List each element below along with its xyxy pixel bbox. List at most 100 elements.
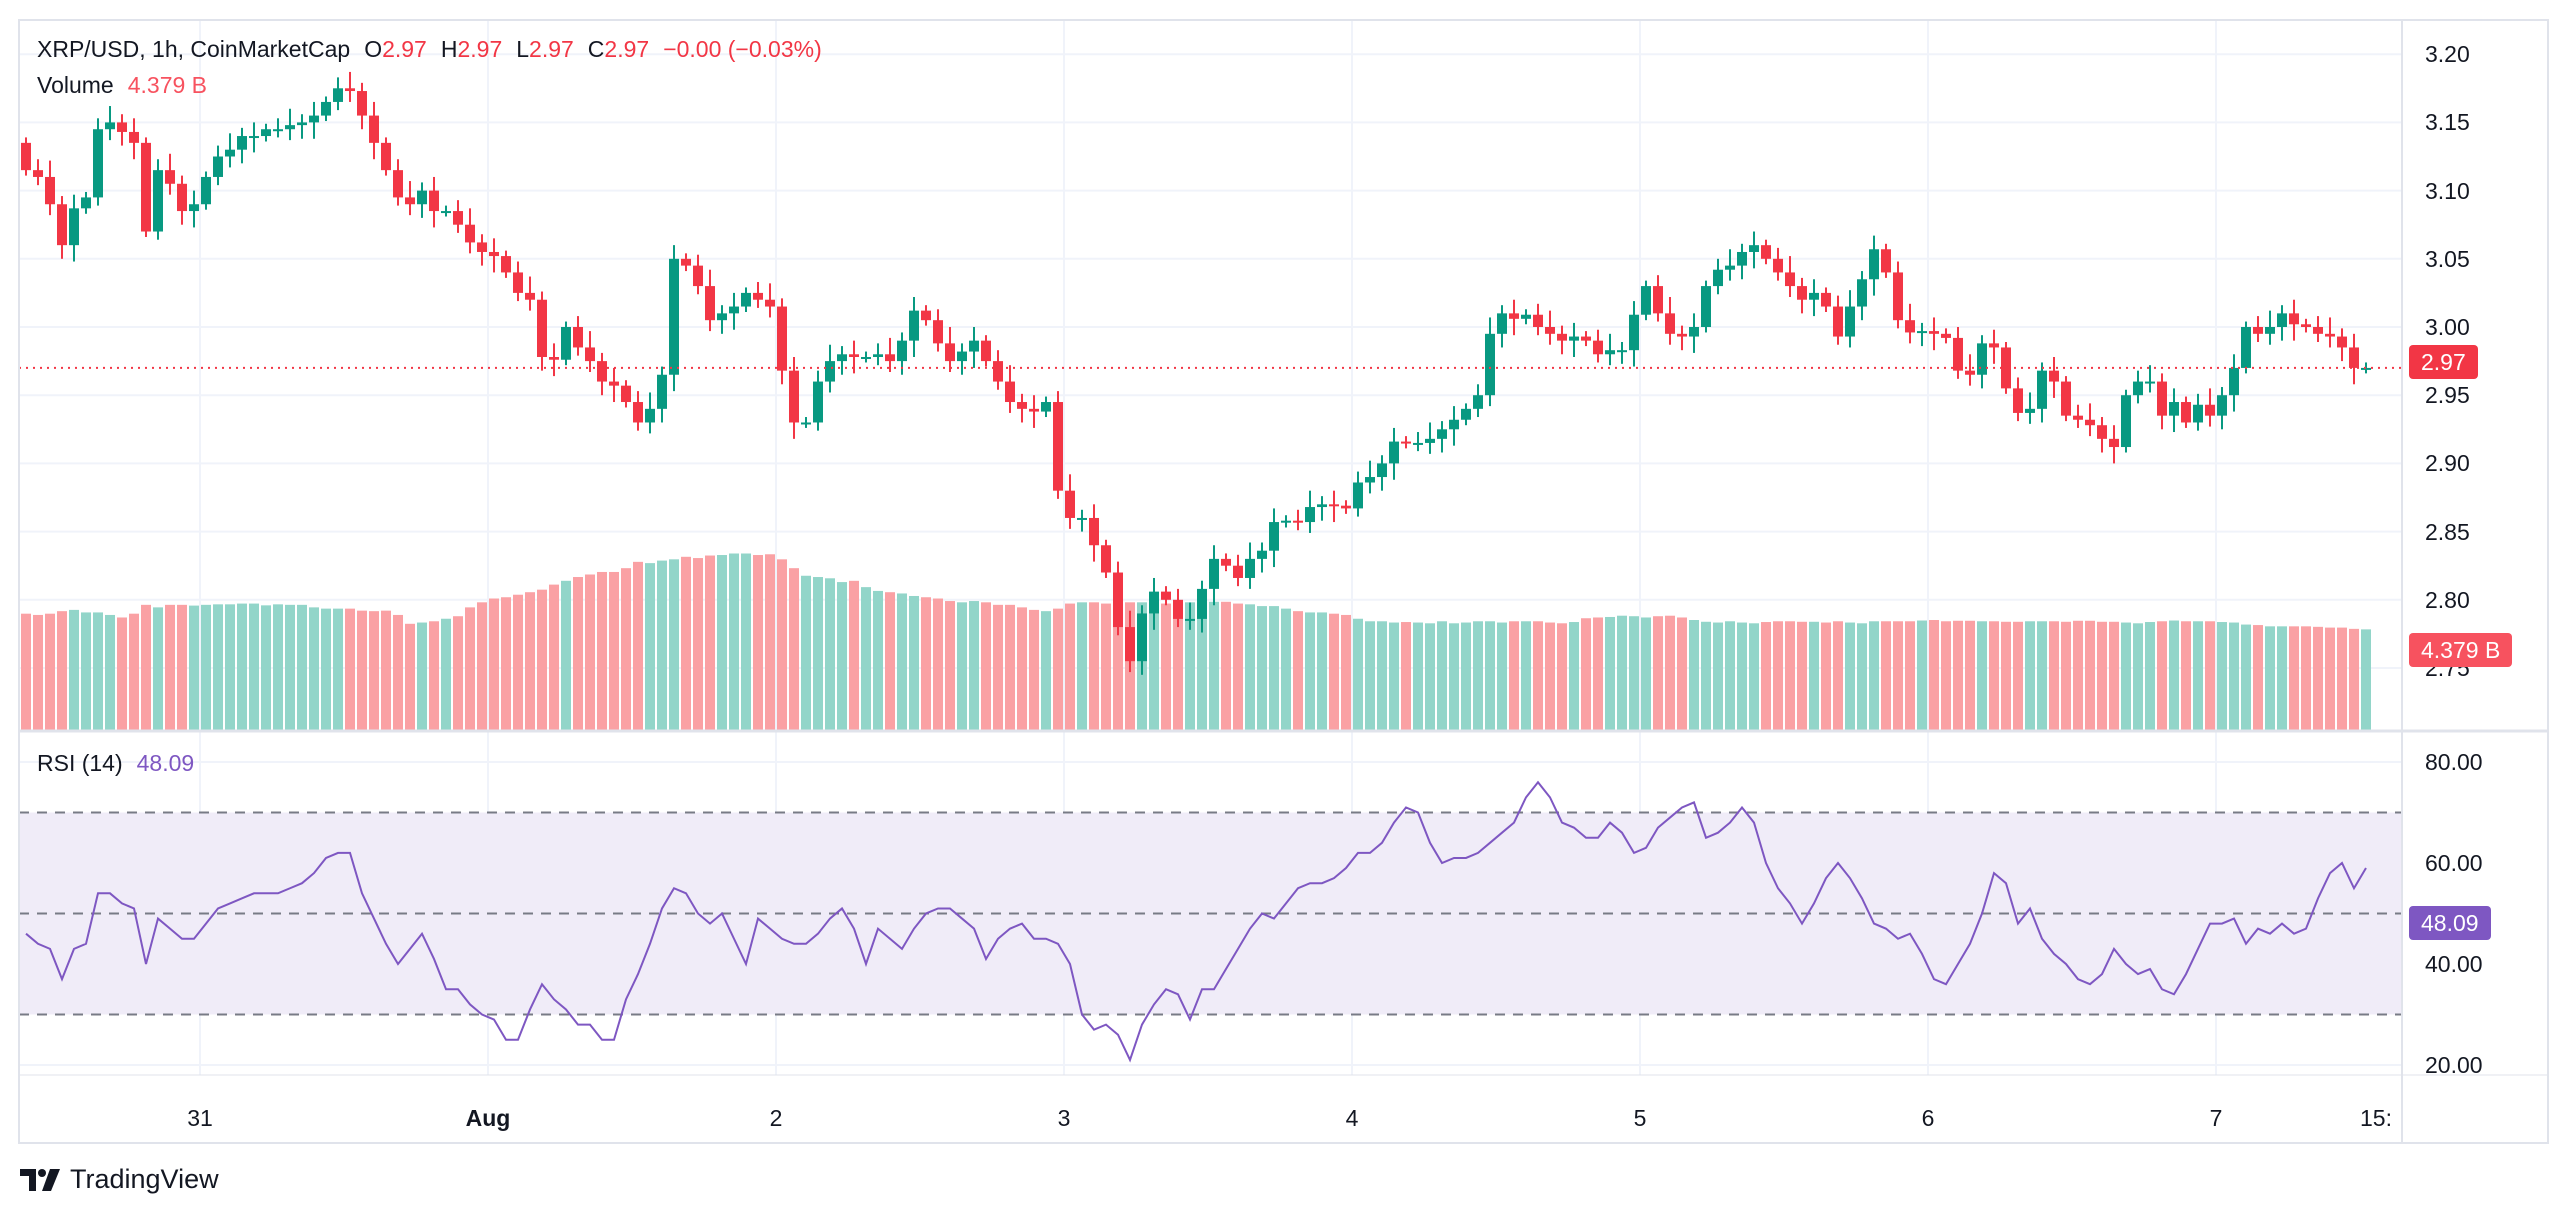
volume-bar <box>1521 621 1531 730</box>
volume-bar <box>705 555 715 730</box>
volume-bar <box>2229 622 2239 730</box>
candle-body <box>525 292 535 300</box>
candle-body <box>237 136 247 150</box>
volume-bar <box>249 603 259 730</box>
rsi-tick-label: 60.00 <box>2425 850 2483 876</box>
volume-bar <box>861 587 871 730</box>
volume-bar <box>1389 622 1399 730</box>
volume-bar <box>2205 621 2215 730</box>
candle-body <box>513 272 523 293</box>
candle-body <box>1881 249 1891 273</box>
volume-bar <box>2217 622 2227 730</box>
candle-body <box>1341 505 1351 509</box>
volume-bar <box>1257 606 1267 730</box>
candle-body <box>1521 314 1531 319</box>
volume-bar <box>1341 614 1351 730</box>
time-tick-label: 4 <box>1345 1105 1359 1131</box>
candle-body <box>1593 340 1603 355</box>
candle-body <box>1329 504 1339 507</box>
candle-body <box>1725 265 1735 270</box>
volume-bar <box>837 582 847 730</box>
price-tick-label: 3.15 <box>2425 109 2470 136</box>
volume-bar <box>1329 613 1339 730</box>
volume-bar <box>729 553 739 730</box>
volume-bar <box>1173 602 1183 730</box>
volume-bar <box>1305 612 1315 730</box>
candle-body <box>573 327 583 348</box>
candle-body <box>333 88 343 102</box>
candle-body <box>849 354 859 358</box>
volume-bar <box>1497 622 1507 730</box>
candle-body <box>693 265 703 287</box>
volume-legend[interactable]: Volume 4.379 B <box>37 72 207 99</box>
volume-bar <box>1941 621 1951 730</box>
candle-body <box>297 122 307 126</box>
candle-body <box>261 129 271 137</box>
candle-body <box>1473 395 1483 409</box>
candle-body <box>33 170 43 177</box>
candle-body <box>1185 618 1195 621</box>
volume-bar <box>957 602 967 730</box>
candle-body <box>1809 292 1819 300</box>
candle-body <box>2121 395 2131 448</box>
volume-bar <box>561 580 571 730</box>
candle-body <box>2181 402 2191 423</box>
volume-bar <box>2289 626 2299 730</box>
volume-bar <box>801 575 811 730</box>
volume-bar <box>2025 621 2035 730</box>
volume-bar <box>1677 617 1687 730</box>
candle-body <box>309 115 319 123</box>
candle-body <box>1017 402 1027 409</box>
candle-body <box>873 354 883 358</box>
symbol-legend[interactable]: XRP/USD, 1h, CoinMarketCap O 2.97 H 2.97 L… <box>37 36 822 63</box>
volume-bar <box>2133 623 2143 730</box>
time-tick-label: 3 <box>1057 1105 1071 1131</box>
candle-body <box>1173 599 1183 619</box>
volume-bar <box>969 601 979 730</box>
candle-body <box>489 251 499 257</box>
candle-body <box>393 170 403 198</box>
volume-bar <box>345 608 355 730</box>
last-price-tag: 2.97 <box>2409 345 2478 379</box>
candle-body <box>1377 463 1387 478</box>
candle-body <box>225 149 235 157</box>
volume-bar <box>1365 621 1375 730</box>
price-tick-label: 2.85 <box>2425 518 2470 545</box>
candle-body <box>1989 343 1999 348</box>
candle-body <box>1401 441 1411 444</box>
candle-body <box>321 101 331 116</box>
volume-bar <box>1869 621 1879 730</box>
candle-body <box>381 142 391 171</box>
candle-body <box>549 357 559 360</box>
candle-body <box>837 354 847 362</box>
symbol-title[interactable]: XRP/USD, 1h, CoinMarketCap <box>37 36 351 62</box>
volume-bar <box>1197 602 1207 730</box>
candle-body <box>657 374 667 409</box>
volume-bar <box>933 598 943 730</box>
rsi-legend[interactable]: RSI (14) 48.09 <box>37 750 194 777</box>
volume-bar <box>525 592 535 730</box>
candle-body <box>21 142 31 171</box>
candle-body <box>1605 350 1615 355</box>
tradingview-logo[interactable]: TradingView <box>20 1164 219 1195</box>
candle-body <box>249 136 259 139</box>
volume-bar <box>1029 609 1039 730</box>
volume-bar <box>1797 621 1807 730</box>
volume-bar <box>1209 601 1219 730</box>
time-tick-label: 6 <box>1921 1105 1935 1131</box>
candle-body <box>2013 388 2023 413</box>
candle-body <box>753 292 763 300</box>
candle-body <box>2217 395 2227 416</box>
chart-frame <box>18 19 2549 1144</box>
volume-bar <box>777 559 787 730</box>
volume-bar <box>1065 603 1075 730</box>
volume-bar <box>681 556 691 730</box>
candle-body <box>813 381 823 423</box>
volume-bar <box>897 593 907 730</box>
volume-bar <box>21 613 31 730</box>
volume-bar <box>2337 627 2347 730</box>
candle-body <box>1005 381 1015 403</box>
candle-body <box>1773 258 1783 273</box>
volume-bar <box>1605 616 1615 730</box>
